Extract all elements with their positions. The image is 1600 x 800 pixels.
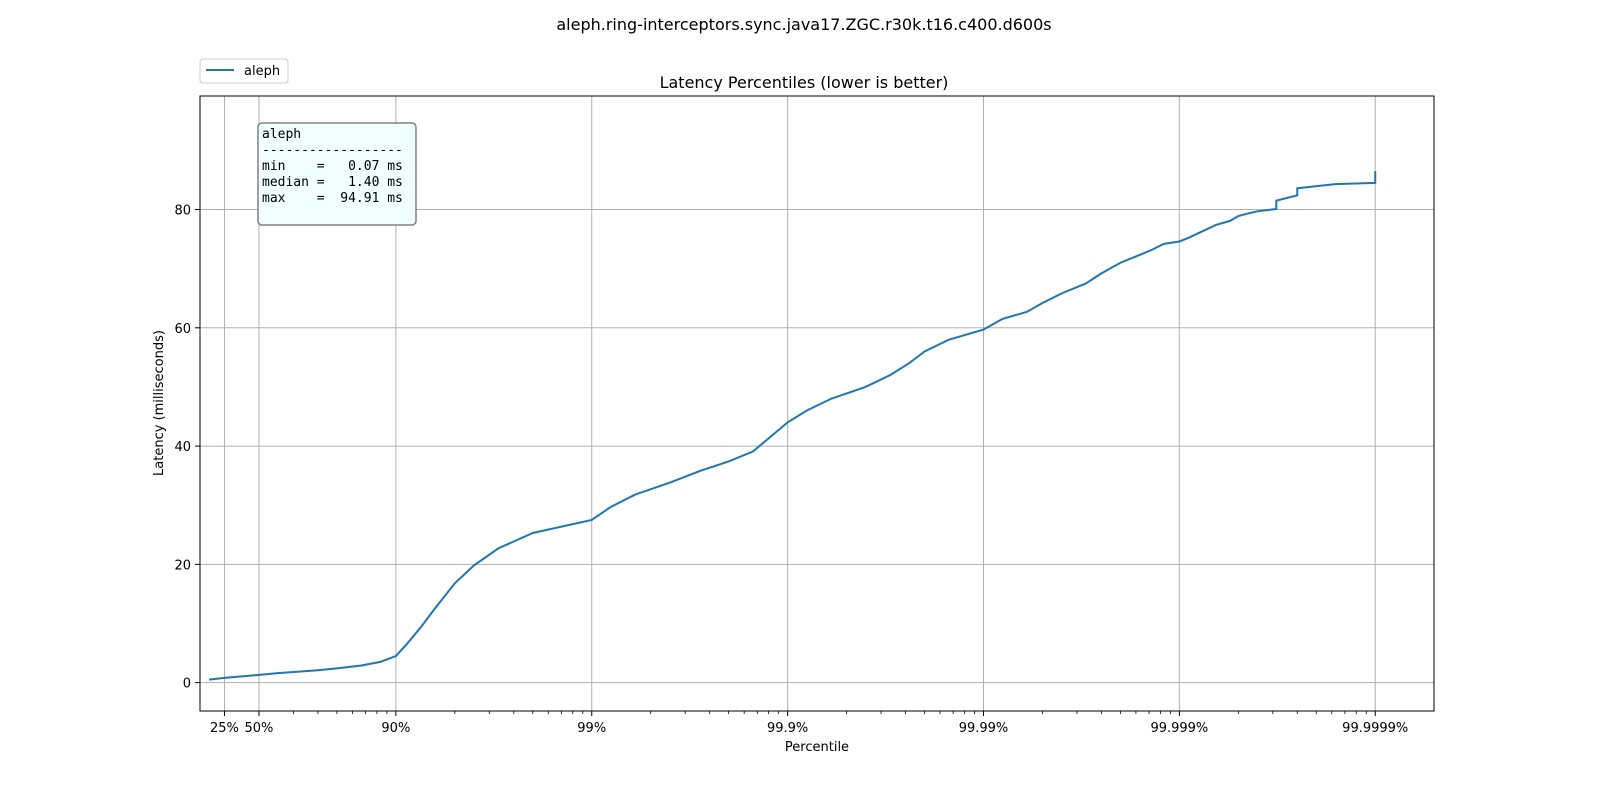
figure-title: aleph.ring-interceptors.sync.java17.ZGC.… (556, 15, 1051, 34)
stats-line-max: max = 94.91 ms (262, 191, 403, 206)
stats-box-frame (257, 122, 417, 226)
y-tick-label: 80 (174, 204, 191, 219)
stats-line-median: median = 1.40 ms (262, 175, 403, 190)
x-tick-label: 90% (381, 721, 410, 736)
x-tick-label: 99.9% (767, 721, 808, 736)
y-axis-label: Latency (milliseconds) (152, 330, 167, 476)
y-tick-label: 40 (174, 440, 191, 455)
y-tick-label: 60 (174, 322, 191, 337)
grid-lines (200, 96, 1434, 711)
x-tick-label: 25% (210, 721, 239, 736)
y-axis-ticks: 0 20 40 60 80 (174, 204, 200, 692)
y-tick-label: 20 (174, 558, 191, 573)
x-tick-label: 50% (245, 721, 274, 736)
x-tick-label: 99.999% (1150, 721, 1208, 736)
legend-frame (199, 58, 289, 84)
x-axis-ticks: 25% 50% 90% 99% 99.9% 99.99% 99.999% 99.9999% (210, 711, 1408, 736)
chart-title: Latency Percentiles (lower is better) (660, 73, 949, 92)
stats-line-name: aleph (262, 127, 301, 142)
legend-label-aleph: aleph (244, 64, 280, 79)
legend: aleph (199, 58, 289, 84)
plot-area-frame (199, 95, 1435, 712)
series-line-aleph (208, 171, 1377, 681)
x-tick-label: 99.99% (959, 721, 1009, 736)
stats-line-min: min = 0.07 ms (262, 159, 403, 174)
x-tick-label: 99% (577, 721, 606, 736)
x-tick-label: 99.9999% (1342, 721, 1408, 736)
stats-line-separator: ------------------ (262, 143, 403, 158)
y-tick-label: 0 (183, 677, 191, 692)
x-axis-label: Percentile (785, 740, 849, 755)
stats-box: aleph ------------------ min = 0.07 ms m… (257, 122, 417, 226)
